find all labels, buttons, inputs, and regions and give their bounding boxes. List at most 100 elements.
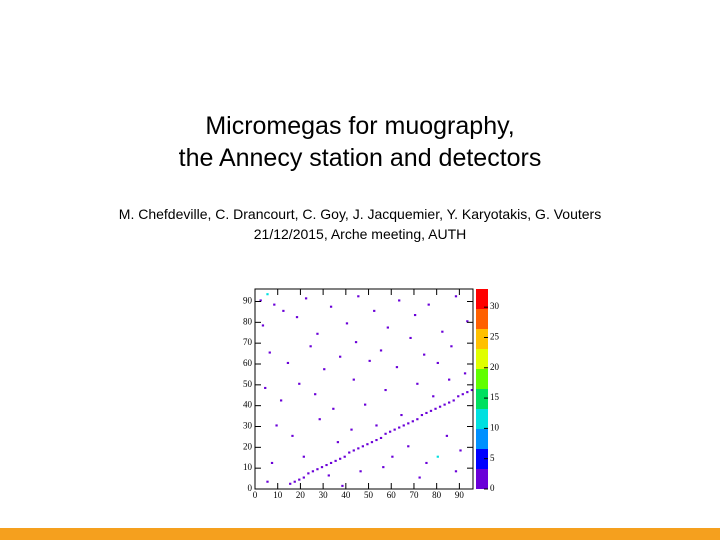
cell bbox=[352, 378, 355, 381]
cell bbox=[286, 361, 290, 364]
cell bbox=[298, 478, 301, 481]
cell bbox=[264, 386, 267, 389]
cell bbox=[443, 403, 446, 406]
cell bbox=[329, 461, 333, 464]
authors: M. Chefdeville, C. Drancourt, C. Goy, J.… bbox=[118, 206, 602, 222]
cell bbox=[350, 428, 353, 431]
x-tick-label: 70 bbox=[409, 490, 419, 500]
cell bbox=[466, 391, 469, 394]
cell bbox=[329, 305, 333, 308]
cell bbox=[357, 295, 360, 298]
cell bbox=[268, 351, 271, 354]
x-tick-label: 60 bbox=[387, 490, 397, 500]
x-tick-label: 10 bbox=[273, 490, 283, 500]
y-tick-label: 0 bbox=[248, 483, 253, 493]
cell bbox=[373, 309, 376, 312]
cell bbox=[354, 341, 358, 344]
cell bbox=[441, 330, 444, 333]
cell bbox=[298, 382, 301, 385]
cell bbox=[302, 476, 305, 479]
cell bbox=[454, 295, 458, 298]
plot-frame bbox=[254, 288, 474, 490]
cell bbox=[336, 441, 340, 444]
cell bbox=[259, 299, 262, 302]
cell bbox=[448, 378, 451, 381]
cell bbox=[413, 314, 417, 317]
cell bbox=[325, 464, 328, 467]
x-tick-label: 40 bbox=[341, 490, 351, 500]
z-tick-label: 15 bbox=[490, 392, 500, 402]
cell bbox=[343, 455, 346, 458]
y-tick-label: 70 bbox=[243, 337, 253, 347]
cell bbox=[416, 418, 419, 421]
y-tick-label: 40 bbox=[243, 400, 253, 410]
cell bbox=[448, 401, 451, 404]
cell bbox=[382, 466, 385, 469]
cell bbox=[416, 382, 419, 385]
title-line: Micromegas for muography, bbox=[205, 112, 515, 140]
cell bbox=[411, 420, 414, 423]
cell bbox=[348, 451, 351, 454]
z-tick-label: 10 bbox=[490, 422, 500, 432]
z-tick-label: 20 bbox=[490, 362, 500, 372]
cell bbox=[395, 366, 399, 369]
footer-bar bbox=[0, 528, 720, 540]
cell bbox=[384, 389, 387, 392]
cell bbox=[366, 443, 369, 446]
x-tick-label: 50 bbox=[364, 490, 374, 500]
cell bbox=[304, 297, 308, 300]
cell bbox=[289, 482, 292, 485]
cell bbox=[282, 309, 285, 312]
cell bbox=[427, 303, 430, 306]
cell bbox=[314, 393, 317, 396]
cell bbox=[309, 345, 312, 348]
cell bbox=[445, 434, 449, 437]
cell bbox=[425, 461, 428, 464]
cell bbox=[463, 372, 467, 375]
cell bbox=[323, 368, 326, 371]
cell bbox=[407, 422, 410, 425]
cell bbox=[266, 480, 269, 483]
cell bbox=[391, 455, 394, 458]
cell bbox=[400, 414, 403, 417]
cell bbox=[418, 476, 421, 479]
cell bbox=[386, 326, 389, 329]
cell bbox=[420, 414, 424, 417]
x-tick-label: 80 bbox=[432, 490, 442, 500]
cell bbox=[375, 439, 378, 442]
cell bbox=[261, 324, 265, 327]
cell bbox=[379, 436, 383, 439]
cell bbox=[379, 349, 383, 352]
y-tick-label: 30 bbox=[243, 421, 253, 431]
x-tick-label: 0 bbox=[253, 490, 258, 500]
y-tick-label: 50 bbox=[243, 379, 253, 389]
title-line: the Annecy station and detectors bbox=[178, 144, 542, 172]
cell bbox=[375, 424, 378, 427]
cell bbox=[320, 466, 324, 469]
cell bbox=[470, 389, 473, 392]
y-tick-label: 10 bbox=[243, 462, 253, 472]
cell bbox=[334, 459, 337, 462]
cell bbox=[357, 447, 360, 450]
meeting: 21/12/2015, Arche meeting, AUTH bbox=[253, 226, 467, 242]
y-tick-label: 80 bbox=[243, 316, 253, 326]
cell bbox=[393, 428, 396, 431]
z-tick-label: 5 bbox=[490, 453, 495, 463]
cell bbox=[361, 445, 364, 448]
cell bbox=[459, 449, 462, 452]
z-tick-label: 30 bbox=[490, 301, 500, 311]
cell bbox=[434, 407, 437, 410]
cell bbox=[364, 403, 367, 406]
cell bbox=[359, 470, 362, 473]
cell bbox=[339, 457, 342, 460]
cell bbox=[438, 405, 442, 408]
cell bbox=[339, 355, 342, 358]
cell bbox=[388, 430, 392, 433]
cell bbox=[307, 472, 310, 475]
cell bbox=[270, 461, 274, 464]
cell bbox=[275, 424, 278, 427]
cell bbox=[311, 470, 315, 473]
cell bbox=[293, 480, 296, 483]
cell bbox=[454, 470, 458, 473]
color-bar bbox=[476, 289, 488, 489]
